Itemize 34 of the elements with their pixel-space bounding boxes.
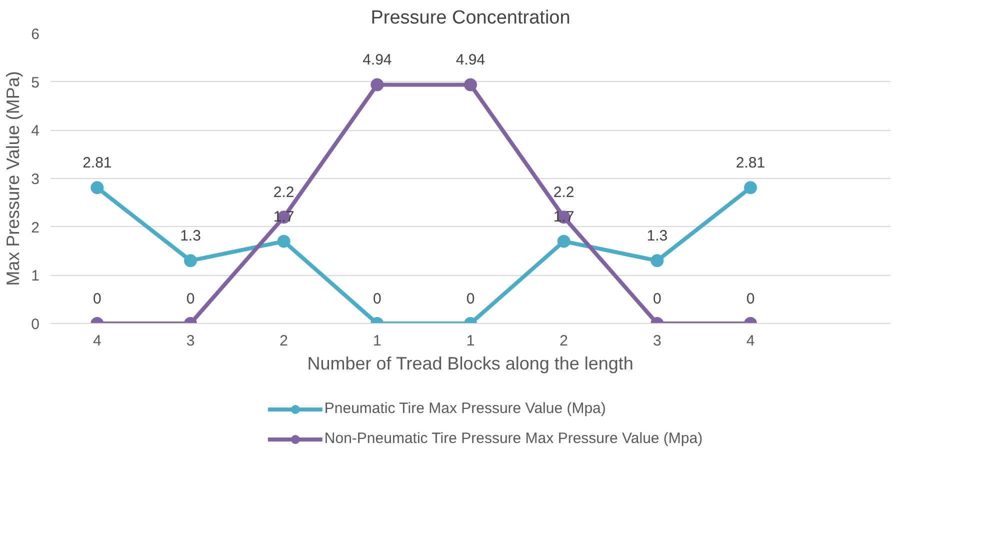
x-tick-label: 2 bbox=[280, 332, 288, 350]
legend-label: Non-Pneumatic Tire Pressure Max Pressure Value (Mpa) bbox=[324, 430, 703, 447]
data-label: 1.3 bbox=[646, 228, 668, 245]
legend-label: Pneumatic Tire Max Pressure Value (Mpa) bbox=[324, 400, 606, 417]
y-tick-label: 1 bbox=[31, 268, 40, 285]
y-tick-label: 6 bbox=[31, 26, 40, 43]
x-tick-label: 4 bbox=[92, 332, 102, 350]
data-label: 0 bbox=[466, 290, 475, 308]
data-label: 0 bbox=[652, 290, 662, 308]
x-tick-label: 2 bbox=[560, 332, 568, 350]
y-tick-label: 5 bbox=[31, 74, 40, 92]
data-label: 2.81 bbox=[736, 154, 766, 172]
y-tick-label: 4 bbox=[31, 122, 40, 140]
y-tick-label: 2 bbox=[31, 219, 40, 236]
data-label: 2.81 bbox=[82, 154, 112, 172]
data-label: 0 bbox=[186, 290, 195, 308]
x-tick-label: 4 bbox=[746, 332, 755, 350]
x-tick-label: 1 bbox=[466, 332, 475, 350]
chart-title: Pressure Concentration bbox=[370, 8, 570, 28]
y-axis-title: Max Pressure Value (MPa) bbox=[3, 71, 24, 286]
x-axis-title: Number of Tread Blocks along the length bbox=[307, 354, 634, 374]
x-tick-label: 3 bbox=[652, 332, 662, 350]
data-label: 2.2 bbox=[553, 184, 574, 202]
y-tick-label: 3 bbox=[31, 171, 40, 188]
x-tick-label: 1 bbox=[372, 332, 382, 350]
y-tick-label: 0 bbox=[31, 316, 40, 333]
data-label: 0 bbox=[372, 290, 382, 308]
data-label: 0 bbox=[92, 290, 102, 308]
x-tick-label: 3 bbox=[186, 332, 195, 350]
data-label: 4.94 bbox=[362, 52, 392, 69]
data-label: 4.94 bbox=[456, 52, 486, 69]
data-label: 1.3 bbox=[180, 228, 201, 245]
data-label: 2.2 bbox=[273, 184, 294, 202]
data-label: 0 bbox=[746, 290, 755, 308]
